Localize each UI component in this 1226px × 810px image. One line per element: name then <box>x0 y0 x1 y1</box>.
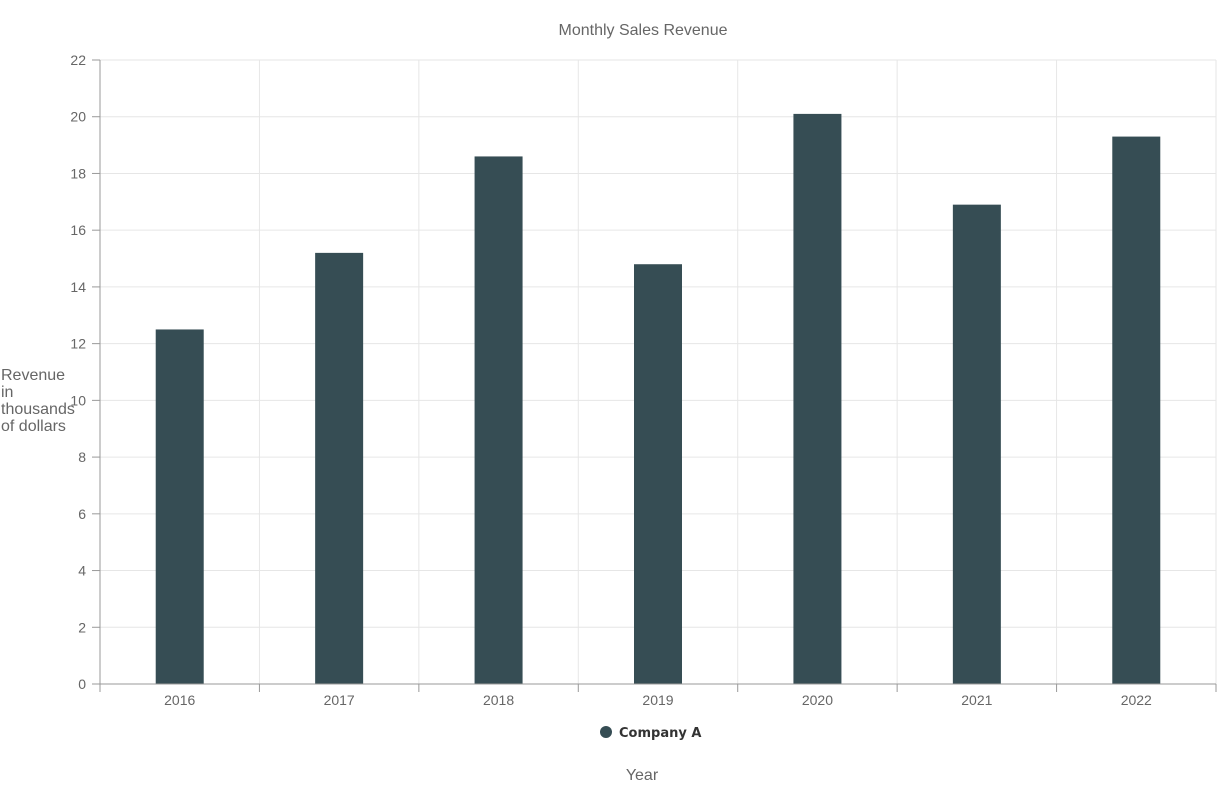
bar-2020[interactable] <box>793 113 842 684</box>
y-tick-label: 6 <box>78 506 86 522</box>
chart-title: Monthly Sales Revenue <box>559 22 728 39</box>
axes-layer <box>92 59 1217 692</box>
y-tick-label: 22 <box>70 52 86 68</box>
y-tick-label: 4 <box>78 563 86 579</box>
y-axis-title: Revenue in thousands of dollars <box>1 367 75 435</box>
x-tick-label: 2022 <box>1121 692 1152 708</box>
x-tick-label: 2016 <box>164 692 195 708</box>
y-tick-label: 0 <box>78 676 86 692</box>
x-tick-label: 2018 <box>483 692 514 708</box>
y-tick-label: 18 <box>70 165 86 181</box>
y-tick-label: 20 <box>70 109 86 125</box>
x-tick-label: 2017 <box>324 692 355 708</box>
bar-2019[interactable] <box>634 264 682 684</box>
bars-layer <box>155 113 1161 685</box>
y-tick-label: 14 <box>70 279 86 295</box>
bar-2017[interactable] <box>315 252 364 684</box>
x-axis-title: Year <box>626 767 659 784</box>
y-tick-label: 10 <box>70 392 86 408</box>
bar-2022[interactable] <box>1112 136 1161 685</box>
y-tick-label: 2 <box>78 619 86 635</box>
bar-2018[interactable] <box>474 156 523 684</box>
bar-2016[interactable] <box>155 329 204 684</box>
y-tick-label: 16 <box>70 222 86 238</box>
x-tick-label: 2020 <box>802 692 833 708</box>
legend-label-company-a[interactable]: Company A <box>619 726 701 741</box>
y-tick-label: 12 <box>70 336 86 352</box>
y-tick-label: 8 <box>78 449 86 465</box>
bar-2021[interactable] <box>952 204 1001 684</box>
legend[interactable]: Company A <box>600 726 701 741</box>
legend-swatch-company-a[interactable] <box>600 726 612 738</box>
x-tick-label: 2019 <box>642 692 673 708</box>
x-tick-label: 2021 <box>961 692 992 708</box>
